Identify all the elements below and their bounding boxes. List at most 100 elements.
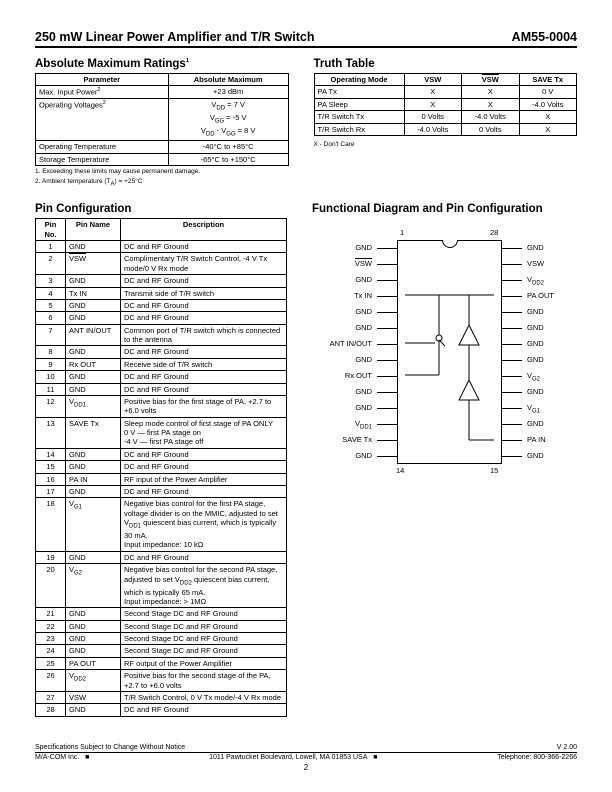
- abs-max-table: ParameterAbsolute Maximum Max. Input Pow…: [35, 73, 289, 166]
- page-footer: Specifications Subject to Change Without…: [35, 744, 577, 772]
- pin-label: VG2: [527, 371, 540, 383]
- table-row: T/R Switch Tx0 Volts-4.0 VoltsX: [314, 111, 576, 123]
- cell: +23 dBm: [168, 86, 288, 99]
- diagram-section: Functional Diagram and Pin Configuration…: [312, 203, 577, 716]
- page-number: 2: [35, 763, 577, 772]
- pin-label: PA IN: [527, 435, 546, 444]
- pin-config-section: Pin Configuration Pin No.Pin NameDescrip…: [35, 203, 287, 716]
- table-row: 4Tx INTransmit side of T/R switch: [36, 287, 287, 299]
- pin-label: GND: [527, 355, 544, 364]
- page-header: 250 mW Linear Power Amplifier and T/R Sw…: [35, 30, 577, 48]
- pin-label: VSW: [355, 259, 372, 268]
- table-row: 16PA INRF input of the Power Amplifier: [36, 473, 287, 485]
- abs-footnote2: 2. Ambient temperature (TA) = +25°C: [35, 178, 289, 188]
- table-row: PA SleepXX-4.0 Volts: [314, 98, 576, 110]
- bottom-row: Pin Configuration Pin No.Pin NameDescrip…: [35, 203, 577, 716]
- pin-label: GND: [355, 243, 372, 252]
- truth-footnote: X - Don't Care: [314, 141, 577, 149]
- pin-label: Tx IN: [354, 291, 372, 300]
- pin-label: GND: [355, 387, 372, 396]
- footer-address: 1011 Pawtucket Boulevard, Lowell, MA 018…: [209, 754, 377, 761]
- table-row: 10GNDDC and RF Ground: [36, 371, 287, 383]
- functional-diagram: 1 28 14 15 GNDVSWGNDTx INGNDGNDANT IN/OU…: [312, 230, 577, 480]
- chip-internal-icon: [397, 240, 502, 464]
- col-max: Absolute Maximum: [168, 74, 288, 86]
- top-row: Absolute Maximum Ratings1 ParameterAbsol…: [35, 58, 577, 188]
- pin-config-table: Pin No.Pin NameDescription 1GNDDC and RF…: [35, 218, 287, 716]
- footer-version: V 2.00: [557, 744, 577, 751]
- truth-section: Truth Table Operating ModeVSWVSWSAVE Tx …: [314, 58, 577, 188]
- header-title: 250 mW Linear Power Amplifier and T/R Sw…: [35, 30, 314, 44]
- footer-spec: Specifications Subject to Change Without…: [35, 744, 185, 751]
- pin-label: VDD2: [527, 275, 544, 287]
- table-row: 26VDD2Positive bias for the second stage…: [36, 670, 287, 692]
- pin-label: GND: [527, 419, 544, 428]
- cell: Max. Input Power2: [36, 86, 169, 99]
- cell: Storage Temperature: [36, 153, 169, 165]
- th: Operating Mode: [314, 74, 404, 86]
- table-row: 3GNDDC and RF Ground: [36, 275, 287, 287]
- table-row: 18VG1Negative bias control for the first…: [36, 498, 287, 552]
- table-row: 13SAVE TxSleep mode control of first sta…: [36, 417, 287, 448]
- table-row: Operating Voltages2VDD = 7 VVGG = -5 VVD…: [36, 99, 289, 141]
- pin-label: GND: [355, 403, 372, 412]
- table-row: 21GNDSecond Stage DC and RF Ground: [36, 608, 287, 620]
- table-row: Operating Temperature-40°C to +85°C: [36, 141, 289, 153]
- pin-label: Rx OUT: [345, 371, 372, 380]
- table-row: 17GNDDC and RF Ground: [36, 485, 287, 497]
- abs-footnote1: 1. Exceeding these limits may cause perm…: [35, 168, 289, 176]
- cell: VDD = 7 VVGG = -5 VVDD - VGG = 8 V: [168, 99, 288, 141]
- th: VSW: [462, 74, 519, 86]
- pin-num-14: 14: [396, 466, 404, 475]
- pin-num-15: 15: [490, 466, 498, 475]
- col-param: Parameter: [36, 74, 169, 86]
- table-row: 27VSWT/R Switch Control, 0 V Tx mode/-4 …: [36, 691, 287, 703]
- pin-label: GND: [527, 339, 544, 348]
- table-row: PA TxXX0 V: [314, 86, 576, 98]
- cell: -65°C to +150°C: [168, 153, 288, 165]
- th: VSW: [404, 74, 461, 86]
- table-row: 15GNDDC and RF Ground: [36, 461, 287, 473]
- th: SAVE Tx: [519, 74, 577, 86]
- table-row: 9Rx OUTReceive side of T/R switch: [36, 358, 287, 370]
- pin-label: GND: [355, 323, 372, 332]
- diagram-title: Functional Diagram and Pin Configuration: [312, 203, 577, 215]
- table-row: 19GNDDC and RF Ground: [36, 551, 287, 563]
- table-row: 22GNDSecond Stage DC and RF Ground: [36, 620, 287, 632]
- pin-num-28: 28: [490, 228, 498, 237]
- table-row: 7ANT IN/OUTCommon port of T/R switch whi…: [36, 324, 287, 346]
- pin-label: GND: [527, 323, 544, 332]
- table-row: 1GNDDC and RF Ground: [36, 241, 287, 253]
- truth-title: Truth Table: [314, 58, 577, 70]
- cell: Operating Temperature: [36, 141, 169, 153]
- table-row: 14GNDDC and RF Ground: [36, 448, 287, 460]
- pin-label: ANT IN/OUT: [330, 339, 372, 348]
- table-row: Storage Temperature-65°C to +150°C: [36, 153, 289, 165]
- table-row: 5GNDDC and RF Ground: [36, 299, 287, 311]
- pin-label: VDD1: [355, 419, 372, 431]
- table-row: 23GNDSecond Stage DC and RF Ground: [36, 633, 287, 645]
- pin-label: GND: [355, 355, 372, 364]
- pin-label: VSW: [527, 259, 544, 268]
- table-row: 24GNDSecond Stage DC and RF Ground: [36, 645, 287, 657]
- table-row: 8GNDDC and RF Ground: [36, 346, 287, 358]
- header-partnum: AM55-0004: [512, 30, 577, 44]
- table-row: 2VSWComplimentary T/R Switch Control, -4…: [36, 253, 287, 275]
- table-row: 12VDD1Positive bias for the first stage …: [36, 395, 287, 417]
- pin-config-title: Pin Configuration: [35, 203, 287, 215]
- pin-label: SAVE Tx: [342, 435, 372, 444]
- pin-label: GND: [355, 451, 372, 460]
- footer-tel: Telephone: 800-366-2266: [497, 754, 577, 761]
- pin-label: GND: [355, 275, 372, 284]
- pin-label: GND: [527, 451, 544, 460]
- pin-label: GND: [355, 307, 372, 316]
- table-row: 6GNDDC and RF Ground: [36, 312, 287, 324]
- table-row: 11GNDDC and RF Ground: [36, 383, 287, 395]
- abs-max-title: Absolute Maximum Ratings1: [35, 58, 289, 70]
- footer-company: M/A-COM Inc. ■: [35, 754, 89, 761]
- table-row: Max. Input Power2+23 dBm: [36, 86, 289, 99]
- abs-max-section: Absolute Maximum Ratings1 ParameterAbsol…: [35, 58, 289, 188]
- pin-label: PA OUT: [527, 291, 554, 300]
- cell: Operating Voltages2: [36, 99, 169, 141]
- table-row: T/R Switch Rx-4.0 Volts0 VoltsX: [314, 123, 576, 135]
